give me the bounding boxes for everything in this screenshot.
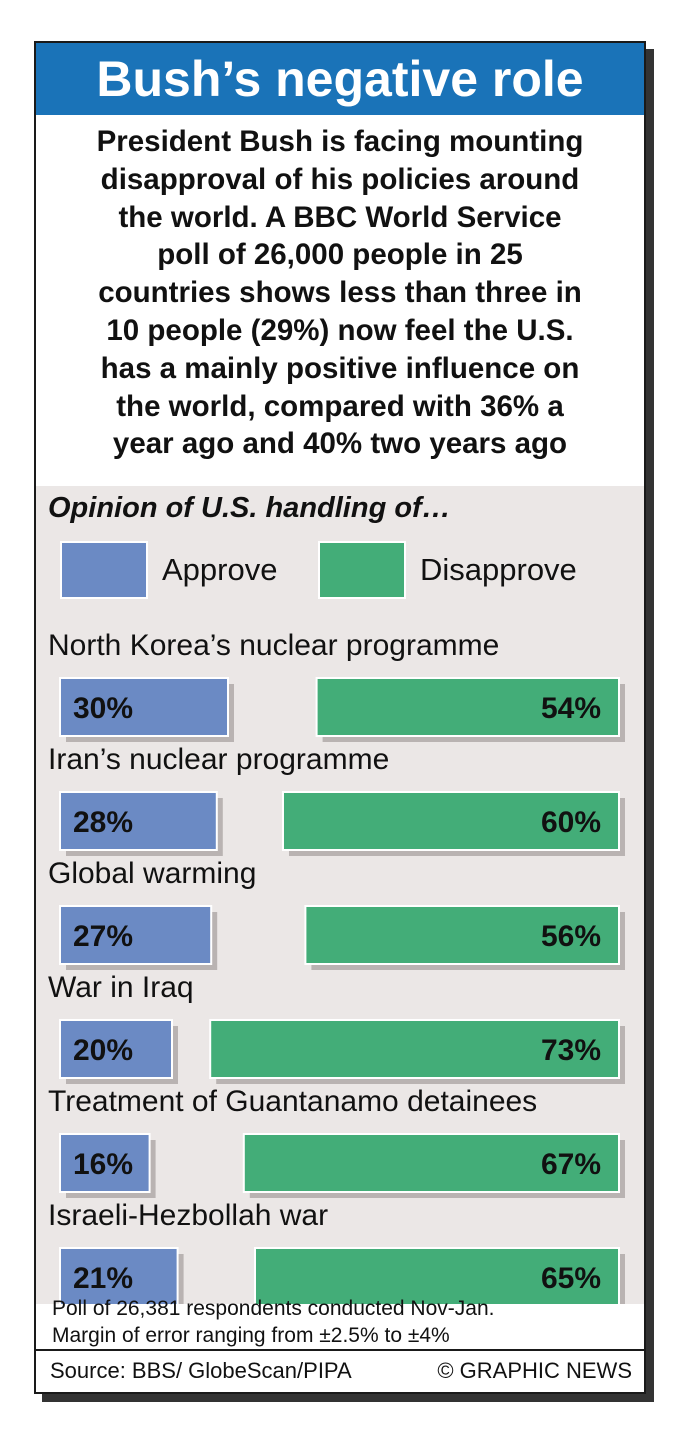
disapprove-bar xyxy=(242,1133,621,1193)
intro-line: year ago and 40% two years ago xyxy=(112,427,568,461)
title-bar: Bush’s negative role xyxy=(36,43,644,115)
source-bar: Source: BBS/ GlobeScan/PIPA © GRAPHIC NE… xyxy=(36,1349,644,1394)
approve-value-label: 16% xyxy=(73,1148,133,1181)
disapprove-bar xyxy=(209,1019,620,1079)
category-label: Israeli-Hezbollah war xyxy=(48,1199,328,1232)
approve-value-label: 27% xyxy=(73,920,133,953)
approve-bar xyxy=(59,1247,179,1304)
disapprove-value-label: 56% xyxy=(541,920,601,953)
approve-value-label: 28% xyxy=(73,806,133,839)
legend-swatch-approve xyxy=(60,541,148,599)
legend-label-approve: Approve xyxy=(162,552,278,587)
intro-line: the world, compared with 36% a xyxy=(116,389,564,423)
intro-line: poll of 26,000 people in 25 xyxy=(157,238,523,272)
category-label: War in Iraq xyxy=(48,971,194,1004)
approve-bar xyxy=(59,791,218,851)
footnote-line: Margin of error ranging from ±2.5% to ±4… xyxy=(52,1324,450,1347)
approve-bar xyxy=(59,677,229,737)
legend-label-disapprove: Disapprove xyxy=(420,552,577,587)
footnote: Poll of 26,381 respondents conducted Nov… xyxy=(52,1295,494,1349)
chart-panel: Opinion of U.S. handling of… Approve Dis… xyxy=(36,486,644,1304)
disapprove-bar xyxy=(304,905,620,965)
intro-line: countries shows less than three in xyxy=(98,276,582,310)
legend-swatch-disapprove xyxy=(318,541,406,599)
approve-value-label: 21% xyxy=(73,1262,133,1295)
intro-line: has a mainly positive influence on xyxy=(100,351,580,385)
approve-bar xyxy=(59,1019,173,1079)
disapprove-value-label: 60% xyxy=(541,806,601,839)
disapprove-value-label: 65% xyxy=(541,1262,601,1295)
intro-line: 10 people (29%) now feel the U.S. xyxy=(106,313,574,347)
credit-text: © GRAPHIC NEWS xyxy=(437,1358,632,1383)
disapprove-bar xyxy=(254,1247,620,1304)
category-label: Global warming xyxy=(48,857,256,890)
chart-subtitle: Opinion of U.S. handling of… xyxy=(48,492,451,524)
bar-chart: North Korea’s nuclear programme 30% 54% Ira… xyxy=(48,629,626,1304)
intro-line: the world. A BBC World Service xyxy=(118,200,562,234)
infographic-frame: Bush’s negative role President Bush is f… xyxy=(34,41,646,1394)
disapprove-bar xyxy=(315,677,620,737)
source-text: Source: BBS/ GlobeScan/PIPA xyxy=(50,1358,352,1383)
category-label: Iran’s nuclear programme xyxy=(48,743,389,776)
intro-text: President Bush is facing mounting disapp… xyxy=(42,123,638,463)
footnote-line: Poll of 26,381 respondents conducted Nov… xyxy=(52,1297,495,1320)
approve-value-label: 20% xyxy=(73,1034,133,1067)
approve-bar xyxy=(59,905,213,965)
approve-value-label: 30% xyxy=(73,692,133,725)
intro-line: President Bush is facing mounting xyxy=(96,125,584,158)
disapprove-value-label: 54% xyxy=(541,692,601,725)
disapprove-bar xyxy=(282,791,620,851)
intro-line: disapproval of his policies around xyxy=(100,162,580,196)
category-label: Treatment of Guantanamo detainees xyxy=(48,1085,537,1118)
disapprove-value-label: 67% xyxy=(541,1148,601,1181)
approve-bar xyxy=(59,1133,151,1193)
disapprove-value-label: 73% xyxy=(541,1034,601,1067)
category-label: North Korea’s nuclear programme xyxy=(48,629,499,662)
page-title: Bush’s negative role xyxy=(96,51,584,107)
